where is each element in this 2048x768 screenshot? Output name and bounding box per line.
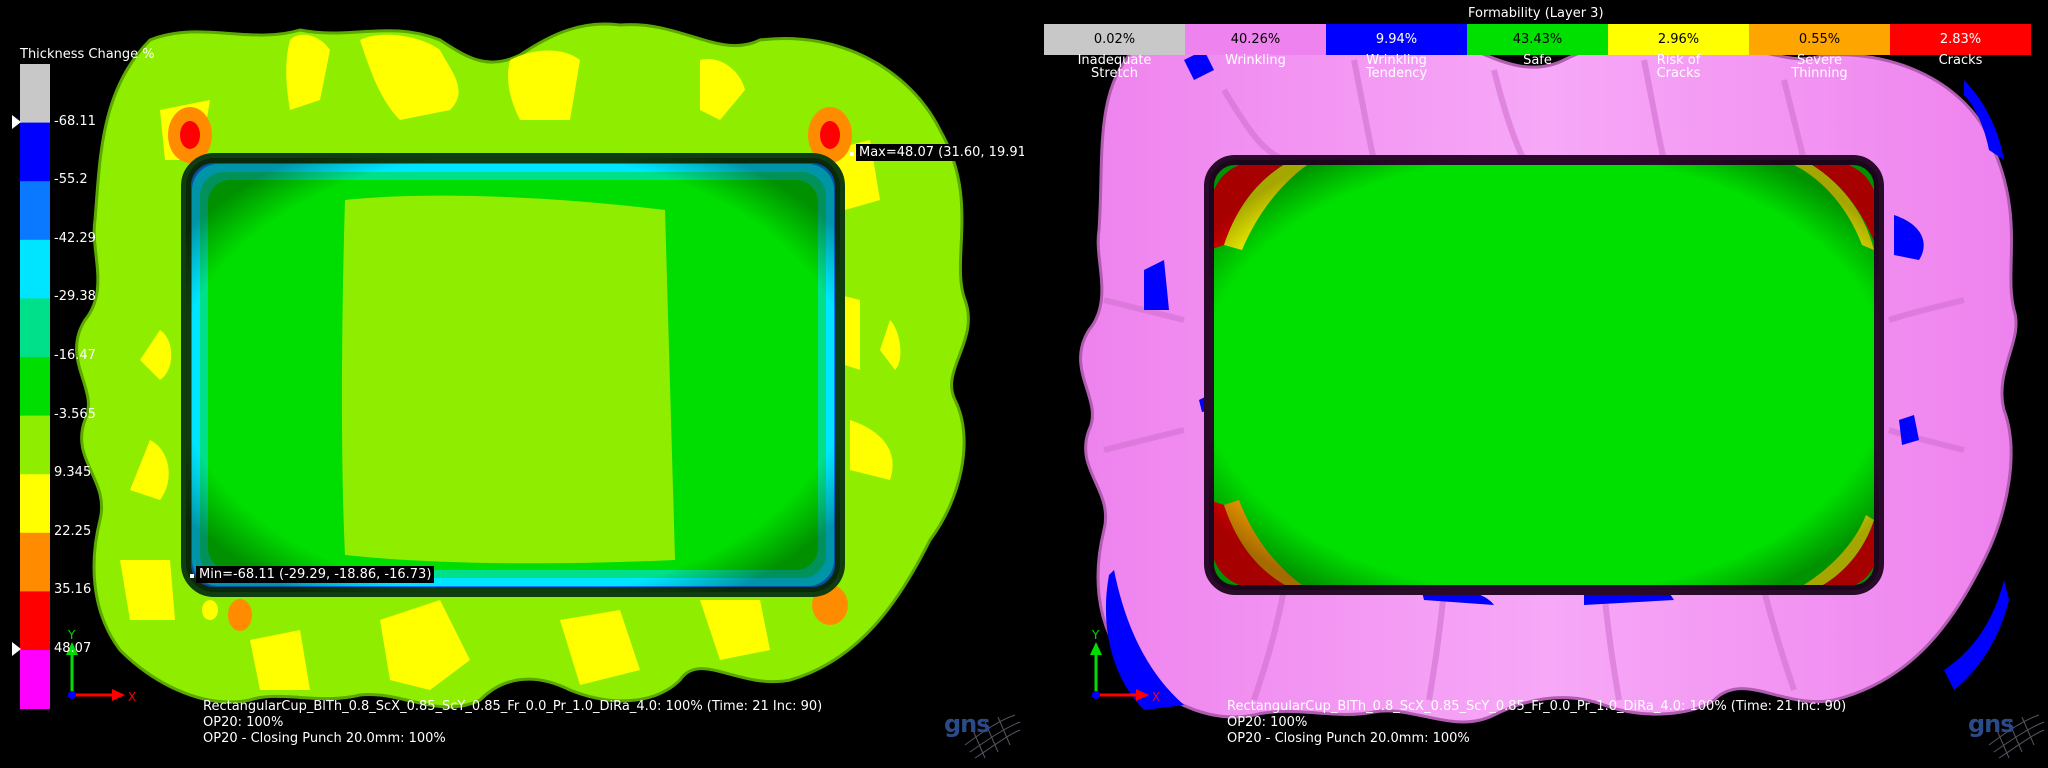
category-name-line: Safe [1523, 53, 1552, 68]
category-name-line: Severe [1797, 53, 1842, 68]
scale-label: -42.29 [54, 230, 96, 246]
category-name-line: Cracks [1656, 66, 1701, 81]
min-value-tag: Min=-68.11 (-29.29, -18.86, -16.73) [189, 566, 435, 583]
info-line: OP20 - Closing Punch 20.0mm: 100% [1227, 731, 1470, 746]
scale-band [20, 591, 50, 651]
max-value-tag: Max=48.07 (31.60, 19.91, [849, 144, 1024, 161]
gns-logo-mesh [1988, 714, 2045, 759]
formability-category-name: Cracks [1890, 54, 2031, 67]
scale-band [20, 532, 50, 592]
info-line: OP20: 100% [203, 715, 284, 730]
category-name-line: Tendency [1365, 66, 1428, 81]
scale-label: -55.2 [54, 172, 88, 188]
thinning-hotspots [168, 107, 852, 631]
formability-percent: 0.55% [1798, 32, 1841, 47]
category-name-line: Cracks [1938, 53, 1983, 68]
gns-logo-mesh [964, 714, 1021, 759]
scale-label: 9.345 [54, 465, 92, 481]
formability-cell: 0.55% [1749, 24, 1890, 55]
max-marker-icon [12, 642, 21, 656]
wrinkle-folds [1103, 59, 1965, 701]
formability-viewport[interactable]: Formability (Layer 3) 0.02% 40.26% 9.94% 43… [1024, 0, 2048, 768]
scale-band [20, 239, 50, 299]
formability-cell: 2.83% [1890, 24, 2031, 55]
axis-x-label: X [1152, 690, 1161, 704]
scale-band [20, 181, 50, 241]
formability-category-name: Wrinkling [1185, 54, 1326, 67]
formability-cell: 40.26% [1185, 24, 1326, 55]
category-name-line: Inadequate [1077, 53, 1152, 68]
info-line: OP20: 100% [1227, 715, 1308, 730]
category-name-line: Thinning [1791, 66, 1848, 81]
category-name-line: Stretch [1091, 66, 1138, 81]
scale-band [20, 650, 50, 710]
legend-title: Thickness Change % [20, 47, 155, 62]
info-line: RectangularCup_BlTh_0.8_ScX_0.85_ScY_0.8… [1227, 699, 1847, 714]
category-name-line: Risk of [1656, 53, 1701, 68]
scale-band [20, 122, 50, 182]
formability-percent: 9.94% [1375, 32, 1418, 47]
formability-cell: 43.43% [1467, 24, 1608, 55]
scale-band [20, 415, 50, 475]
scale-band [20, 64, 50, 124]
formability-percent: 40.26% [1230, 32, 1281, 47]
formability-cell: 9.94% [1326, 24, 1467, 55]
formability-category-name: Safe [1467, 54, 1608, 67]
thickness-color-scale [20, 64, 50, 710]
axis-triad [1090, 642, 1149, 701]
model-info: RectangularCup_BlTh_0.8_ScX_0.85_ScY_0.8… [203, 699, 822, 747]
thickness-contour-plot[interactable] [0, 0, 1024, 768]
info-line: OP20 - Closing Punch 20.0mm: 100% [203, 731, 446, 746]
scale-label: 48.07 [54, 641, 92, 656]
formability-percent: 2.96% [1657, 32, 1700, 47]
formability-category-name: Wrinkling Tendency [1326, 54, 1467, 80]
formability-percent: 0.02% [1093, 32, 1136, 47]
info-line: RectangularCup_BlTh_0.8_ScX_0.85_ScY_0.8… [203, 699, 823, 714]
formability-cell: 0.02% [1044, 24, 1185, 55]
category-name-line: Wrinkling [1366, 53, 1427, 68]
scale-label: -68.11 [54, 113, 96, 129]
scale-label: -29.38 [54, 289, 96, 305]
formability-plot[interactable] [1024, 0, 2048, 768]
scale-label: -16.47 [54, 348, 96, 363]
formability-percent: 43.43% [1512, 32, 1563, 47]
formability-category-name: Inadequate Stretch [1044, 54, 1185, 80]
formability-cell: 2.96% [1608, 24, 1749, 55]
scale-label: -3.565 [54, 406, 96, 422]
axis-triad [66, 642, 125, 701]
axis-x-label: X [128, 690, 137, 704]
thickness-change-viewport[interactable]: Thickness Change % -68.11 -55.2 -42.29 -29.… [0, 0, 1024, 768]
formability-category-name: Risk of Cracks [1608, 54, 1749, 80]
min-marker-icon [12, 115, 21, 129]
axis-y-label: Y [68, 628, 76, 642]
model-info: RectangularCup_BlTh_0.8_ScX_0.85_ScY_0.8… [1227, 699, 1846, 747]
scale-band [20, 474, 50, 534]
scale-band [20, 298, 50, 358]
formability-percent: 2.83% [1939, 32, 1982, 47]
scale-band [20, 357, 50, 417]
formability-category-name: Severe Thinning [1749, 54, 1890, 80]
legend-title: Formability (Layer 3) [1468, 6, 1604, 21]
category-name-line: Wrinkling [1225, 53, 1286, 68]
axis-y-label: Y [1092, 628, 1100, 642]
gns-logo: gns [944, 710, 991, 738]
scale-label: 22.25 [54, 523, 92, 539]
formability-legend-bar: 0.02% 40.26% 9.94% 43.43% 2.96% 0.55% 2.83% [1044, 24, 2031, 55]
gns-logo: gns [1968, 710, 2015, 738]
scale-label: 35.16 [54, 582, 92, 598]
